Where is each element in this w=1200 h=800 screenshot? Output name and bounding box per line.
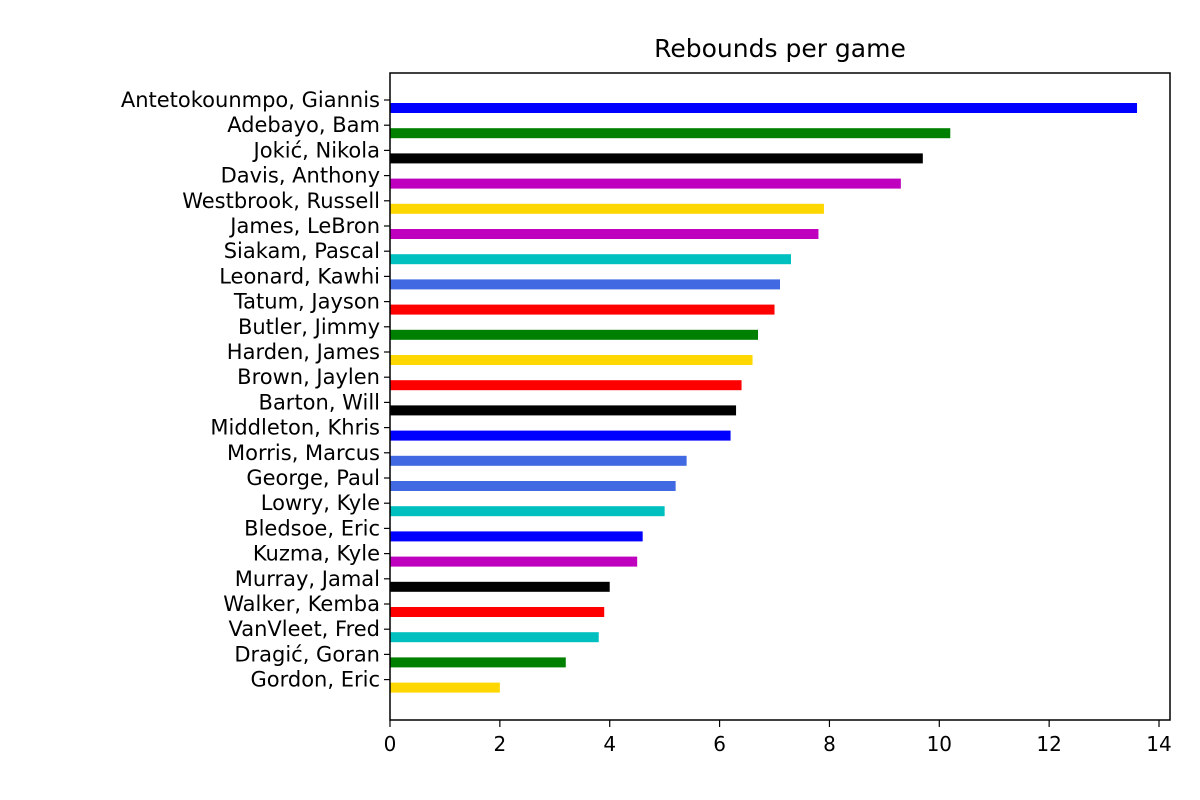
bar <box>390 657 566 668</box>
y-tick-label: VanVleet, Fred <box>228 617 380 641</box>
bar <box>390 128 951 139</box>
y-tick-label: Antetokounmpo, Giannis <box>121 88 380 112</box>
y-tick-label: Davis, Anthony <box>221 164 380 188</box>
x-tick-label: 6 <box>713 732 726 756</box>
bar <box>390 153 923 164</box>
x-tick-label: 12 <box>1036 732 1061 756</box>
y-tick-label: Dragić, Goran <box>234 642 380 666</box>
bar <box>390 632 599 643</box>
y-tick-label: Siakam, Pascal <box>224 239 380 263</box>
y-tick-label: Middleton, Khris <box>210 416 380 440</box>
y-tick-label: Barton, Will <box>259 390 380 414</box>
y-tick-label: Brown, Jaylen <box>237 365 380 389</box>
y-tick-label: Tatum, Jayson <box>233 290 380 314</box>
bar <box>390 355 753 365</box>
bar <box>390 506 665 517</box>
y-tick-label: Murray, Jamal <box>235 567 380 591</box>
bars-group <box>390 103 1138 693</box>
bar <box>390 531 643 542</box>
y-tick-label: Leonard, Kawhi <box>219 264 380 288</box>
x-tick-label: 10 <box>927 732 952 756</box>
bar <box>390 329 759 340</box>
y-tick-label: Bledsoe, Eric <box>244 516 380 540</box>
y-tick-label: Gordon, Eric <box>250 668 380 692</box>
plot-frame <box>389 72 1171 721</box>
y-tick-label: Westbrook, Russell <box>182 189 380 213</box>
x-tick-label: 2 <box>493 732 506 756</box>
y-tick-label: Harden, James <box>227 340 380 364</box>
bar <box>390 682 500 693</box>
y-tick-label: Adebayo, Bam <box>227 113 380 137</box>
bar <box>390 279 780 290</box>
y-tick-label: Kuzma, Kyle <box>253 542 380 566</box>
bar <box>390 405 737 416</box>
bar <box>390 380 742 391</box>
bar <box>390 254 791 265</box>
bar <box>390 178 901 189</box>
y-tick-label: Lowry, Kyle <box>261 491 380 515</box>
bar <box>390 607 605 617</box>
x-tick-label: 8 <box>823 732 836 756</box>
bar <box>390 203 824 214</box>
bar <box>390 304 775 315</box>
x-tick-label: 14 <box>1146 732 1171 756</box>
bar <box>390 556 638 567</box>
bar <box>390 481 676 491</box>
bar <box>390 455 687 466</box>
bar <box>390 430 731 441</box>
chart-title: Rebounds per game <box>654 34 906 63</box>
y-tick-label: George, Paul <box>246 466 380 490</box>
bar <box>390 581 610 592</box>
y-tick-label: Morris, Marcus <box>227 441 380 465</box>
x-axis: 0 2 4 6 8 10 12 14 <box>384 720 1172 756</box>
bar <box>390 229 819 239</box>
y-tick-label: Walker, Kemba <box>223 592 380 616</box>
x-tick-label: 0 <box>384 732 397 756</box>
y-tick-label: Butler, Jimmy <box>238 315 380 339</box>
x-tick-label: 4 <box>603 732 616 756</box>
y-tick-label: Jokić, Nikola <box>252 138 380 162</box>
bar <box>390 103 1138 113</box>
y-tick-label: James, LeBron <box>228 214 380 238</box>
